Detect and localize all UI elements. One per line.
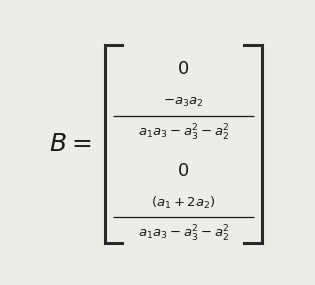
Text: $-a_{3}a_{2}$: $-a_{3}a_{2}$ bbox=[163, 96, 204, 109]
Text: $0$: $0$ bbox=[177, 162, 189, 180]
Text: $a_{1}a_{3}-a_{3}^{2}-a_{2}^{2}$: $a_{1}a_{3}-a_{3}^{2}-a_{2}^{2}$ bbox=[138, 123, 229, 143]
Text: $0$: $0$ bbox=[177, 60, 189, 78]
Text: $a_{1}a_{3}-a_{3}^{2}-a_{2}^{2}$: $a_{1}a_{3}-a_{3}^{2}-a_{2}^{2}$ bbox=[138, 224, 229, 244]
Text: $B =$: $B =$ bbox=[49, 132, 91, 156]
Text: $(a_{1}+2a_{2})$: $(a_{1}+2a_{2})$ bbox=[151, 195, 216, 211]
